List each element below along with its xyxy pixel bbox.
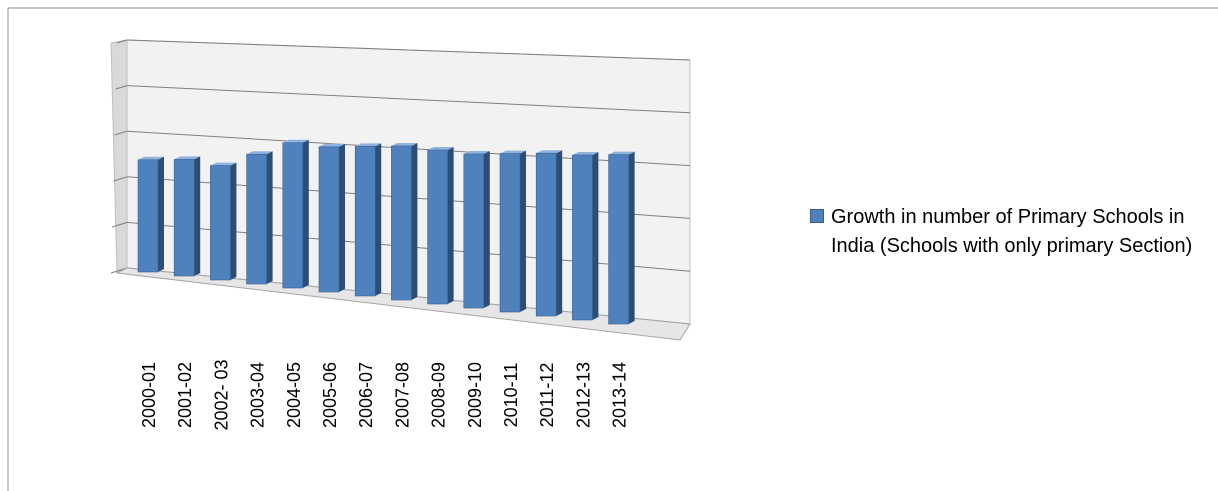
bar-side bbox=[230, 162, 237, 280]
bar-front bbox=[210, 165, 231, 281]
bar-front bbox=[391, 145, 412, 301]
bar bbox=[608, 151, 635, 325]
bar bbox=[282, 139, 309, 289]
gridline-side bbox=[113, 176, 128, 182]
bar-top bbox=[463, 151, 490, 154]
bar-top bbox=[608, 151, 635, 155]
bar bbox=[572, 152, 599, 321]
bar-side bbox=[194, 156, 201, 276]
gridline bbox=[126, 85, 691, 114]
x-tick-label: 2004-05 bbox=[284, 362, 304, 428]
x-tick-labels: 2000-01 2001-02 2002- 03 2003-04 2004-05 2005… bbox=[139, 359, 630, 430]
bar-top bbox=[536, 150, 563, 154]
bar-front bbox=[427, 149, 448, 305]
bar-front bbox=[318, 146, 340, 293]
x-tick-label: 2001-02 bbox=[175, 362, 195, 428]
x-tick-label: 2010-11 bbox=[501, 363, 521, 428]
bar-top bbox=[572, 152, 599, 155]
bar-front bbox=[246, 153, 267, 285]
x-tick-label: 2003-04 bbox=[248, 362, 268, 428]
bar-side bbox=[447, 147, 454, 304]
x-tick-label: 2005-06 bbox=[320, 362, 340, 428]
bar-front bbox=[572, 154, 593, 321]
bar-front bbox=[137, 159, 159, 273]
bar-side bbox=[483, 151, 490, 308]
bar-top bbox=[174, 156, 201, 160]
bar-side bbox=[628, 151, 635, 324]
bar-front bbox=[499, 153, 521, 313]
bar-side bbox=[520, 150, 526, 312]
bar bbox=[318, 143, 345, 293]
bar bbox=[463, 151, 490, 309]
x-tick-label: 2000-01 bbox=[139, 362, 159, 428]
bar-top bbox=[282, 139, 309, 143]
bar-side bbox=[411, 143, 418, 300]
x-tick-label: 2006-07 bbox=[356, 362, 376, 428]
bar-side bbox=[339, 143, 345, 292]
bar-front bbox=[608, 154, 629, 325]
bar-series bbox=[137, 139, 635, 325]
bar bbox=[499, 150, 526, 313]
x-tick-label: 2012-13 bbox=[573, 362, 593, 428]
bar bbox=[173, 156, 201, 277]
bar-front bbox=[463, 153, 485, 309]
bar-side bbox=[302, 139, 309, 288]
bar-side bbox=[556, 150, 563, 316]
legend-label: Growth in number of Primary Schools in I… bbox=[831, 206, 1193, 257]
bar bbox=[246, 151, 273, 285]
gridline-side bbox=[116, 39, 128, 44]
bar-top bbox=[391, 143, 418, 146]
bar-top bbox=[138, 156, 164, 160]
bar-side bbox=[158, 156, 164, 272]
x-tick-label: 2009-10 bbox=[465, 362, 485, 428]
bar-top bbox=[500, 150, 526, 154]
x-tick-label: 2002- 03 bbox=[211, 359, 231, 430]
x-tick-label: 2013-14 bbox=[610, 362, 630, 428]
gridline-side bbox=[114, 130, 128, 136]
bar-side bbox=[592, 152, 599, 320]
chart-border bbox=[7, 7, 1218, 491]
bar-top bbox=[246, 151, 273, 155]
bar bbox=[210, 162, 237, 281]
x-tick-label: 2008-09 bbox=[429, 362, 449, 428]
bar-front bbox=[173, 159, 195, 277]
bar-side bbox=[375, 143, 382, 296]
x-tick-label: 2007-08 bbox=[392, 362, 412, 428]
bar bbox=[391, 143, 418, 301]
gridline-side bbox=[112, 221, 128, 228]
bar-top bbox=[319, 143, 345, 147]
bar-top bbox=[355, 143, 382, 147]
bar-side bbox=[266, 151, 273, 284]
bar-top bbox=[427, 147, 454, 150]
bar bbox=[427, 147, 454, 305]
bar bbox=[535, 150, 563, 317]
bar bbox=[354, 143, 382, 297]
legend-swatch bbox=[810, 209, 824, 223]
x-tick-label: 2011-12 bbox=[537, 363, 557, 428]
bar bbox=[137, 156, 164, 273]
bar-front bbox=[354, 146, 376, 297]
bar-front bbox=[535, 152, 557, 317]
bar-top bbox=[210, 162, 237, 166]
gridline-side bbox=[115, 85, 128, 90]
bar-front bbox=[282, 142, 304, 289]
side-wall bbox=[110, 39, 128, 274]
gridline bbox=[126, 39, 691, 61]
